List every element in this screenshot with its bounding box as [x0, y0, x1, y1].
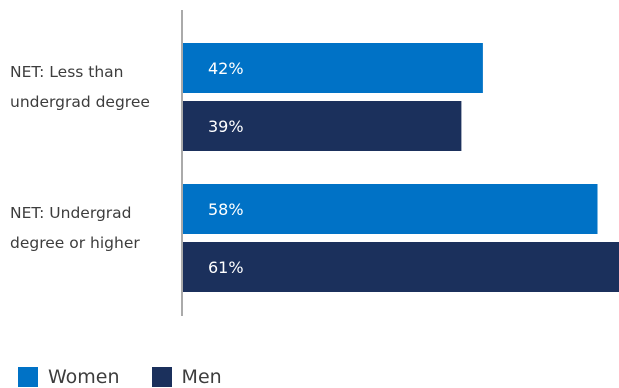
legend-swatch-men: [151, 367, 172, 387]
data-label-men-1: 61%: [208, 258, 244, 277]
legend: Women Men: [18, 366, 254, 388]
legend-label-men: Men: [181, 366, 222, 388]
bar-men-1: [183, 242, 619, 292]
bar-men-0: [183, 101, 462, 151]
data-label-women-0: 42%: [208, 59, 244, 78]
category-label-undergrad-or-higher: NET: Undergrad degree or higher: [10, 198, 175, 258]
category-label-line: NET: Undergrad: [10, 204, 132, 222]
category-label-line: NET: Less than: [10, 63, 124, 81]
legend-item-women: Women: [18, 366, 120, 388]
legend-swatch-women: [18, 367, 38, 387]
category-label-line: degree or higher: [10, 234, 140, 252]
bar-women-0: [183, 43, 483, 93]
legend-label-women: Women: [48, 366, 120, 388]
category-label-line: undergrad degree: [10, 93, 150, 111]
bar-women-1: [183, 184, 598, 234]
data-label-men-0: 39%: [208, 117, 244, 136]
legend-item-men: Men: [151, 366, 222, 388]
data-label-women-1: 58%: [208, 200, 244, 219]
category-label-less-than-undergrad: NET: Less than undergrad degree: [10, 57, 175, 117]
